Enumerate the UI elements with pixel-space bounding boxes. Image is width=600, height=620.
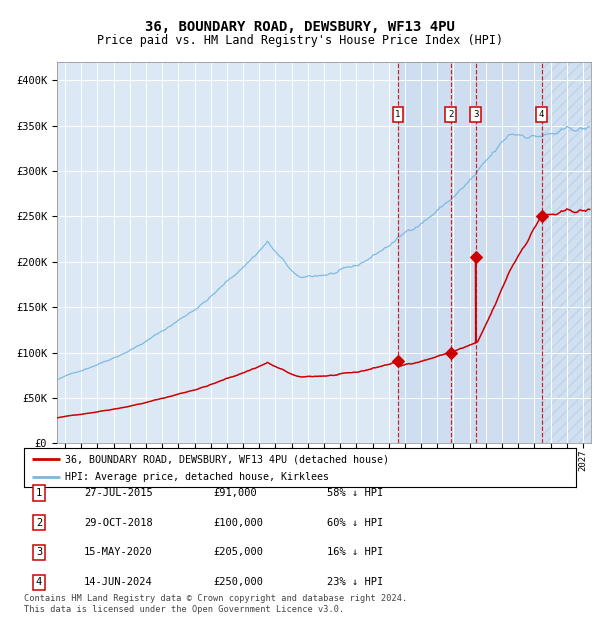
Bar	[542, 62, 591, 443]
Text: Contains HM Land Registry data © Crown copyright and database right 2024.
This d: Contains HM Land Registry data © Crown c…	[24, 595, 407, 614]
Text: 36, BOUNDARY ROAD, DEWSBURY, WF13 4PU: 36, BOUNDARY ROAD, DEWSBURY, WF13 4PU	[145, 20, 455, 35]
Text: 23% ↓ HPI: 23% ↓ HPI	[327, 577, 383, 587]
Text: 27-JUL-2015: 27-JUL-2015	[84, 488, 153, 498]
Text: £250,000: £250,000	[213, 577, 263, 587]
Text: 36, BOUNDARY ROAD, DEWSBURY, WF13 4PU (detached house): 36, BOUNDARY ROAD, DEWSBURY, WF13 4PU (d…	[65, 454, 389, 464]
Point	[446, 348, 455, 358]
Point	[471, 252, 481, 262]
Text: 14-JUN-2024: 14-JUN-2024	[84, 577, 153, 587]
Text: 29-OCT-2018: 29-OCT-2018	[84, 518, 153, 528]
Text: HPI: Average price, detached house, Kirklees: HPI: Average price, detached house, Kirk…	[65, 472, 329, 482]
Text: 16% ↓ HPI: 16% ↓ HPI	[327, 547, 383, 557]
Text: £205,000: £205,000	[213, 547, 263, 557]
Text: Price paid vs. HM Land Registry's House Price Index (HPI): Price paid vs. HM Land Registry's House …	[97, 34, 503, 47]
Point	[393, 356, 403, 366]
Text: 3: 3	[473, 110, 478, 119]
Text: 60% ↓ HPI: 60% ↓ HPI	[327, 518, 383, 528]
Bar	[398, 62, 542, 443]
Text: £100,000: £100,000	[213, 518, 263, 528]
Text: 2: 2	[36, 518, 42, 528]
Point	[537, 211, 547, 221]
Text: 4: 4	[539, 110, 544, 119]
Text: £91,000: £91,000	[213, 488, 257, 498]
Text: 3: 3	[36, 547, 42, 557]
Text: 58% ↓ HPI: 58% ↓ HPI	[327, 488, 383, 498]
Text: 2: 2	[448, 110, 454, 119]
Text: 15-MAY-2020: 15-MAY-2020	[84, 547, 153, 557]
Text: 4: 4	[36, 577, 42, 587]
Text: 1: 1	[36, 488, 42, 498]
Text: 1: 1	[395, 110, 401, 119]
